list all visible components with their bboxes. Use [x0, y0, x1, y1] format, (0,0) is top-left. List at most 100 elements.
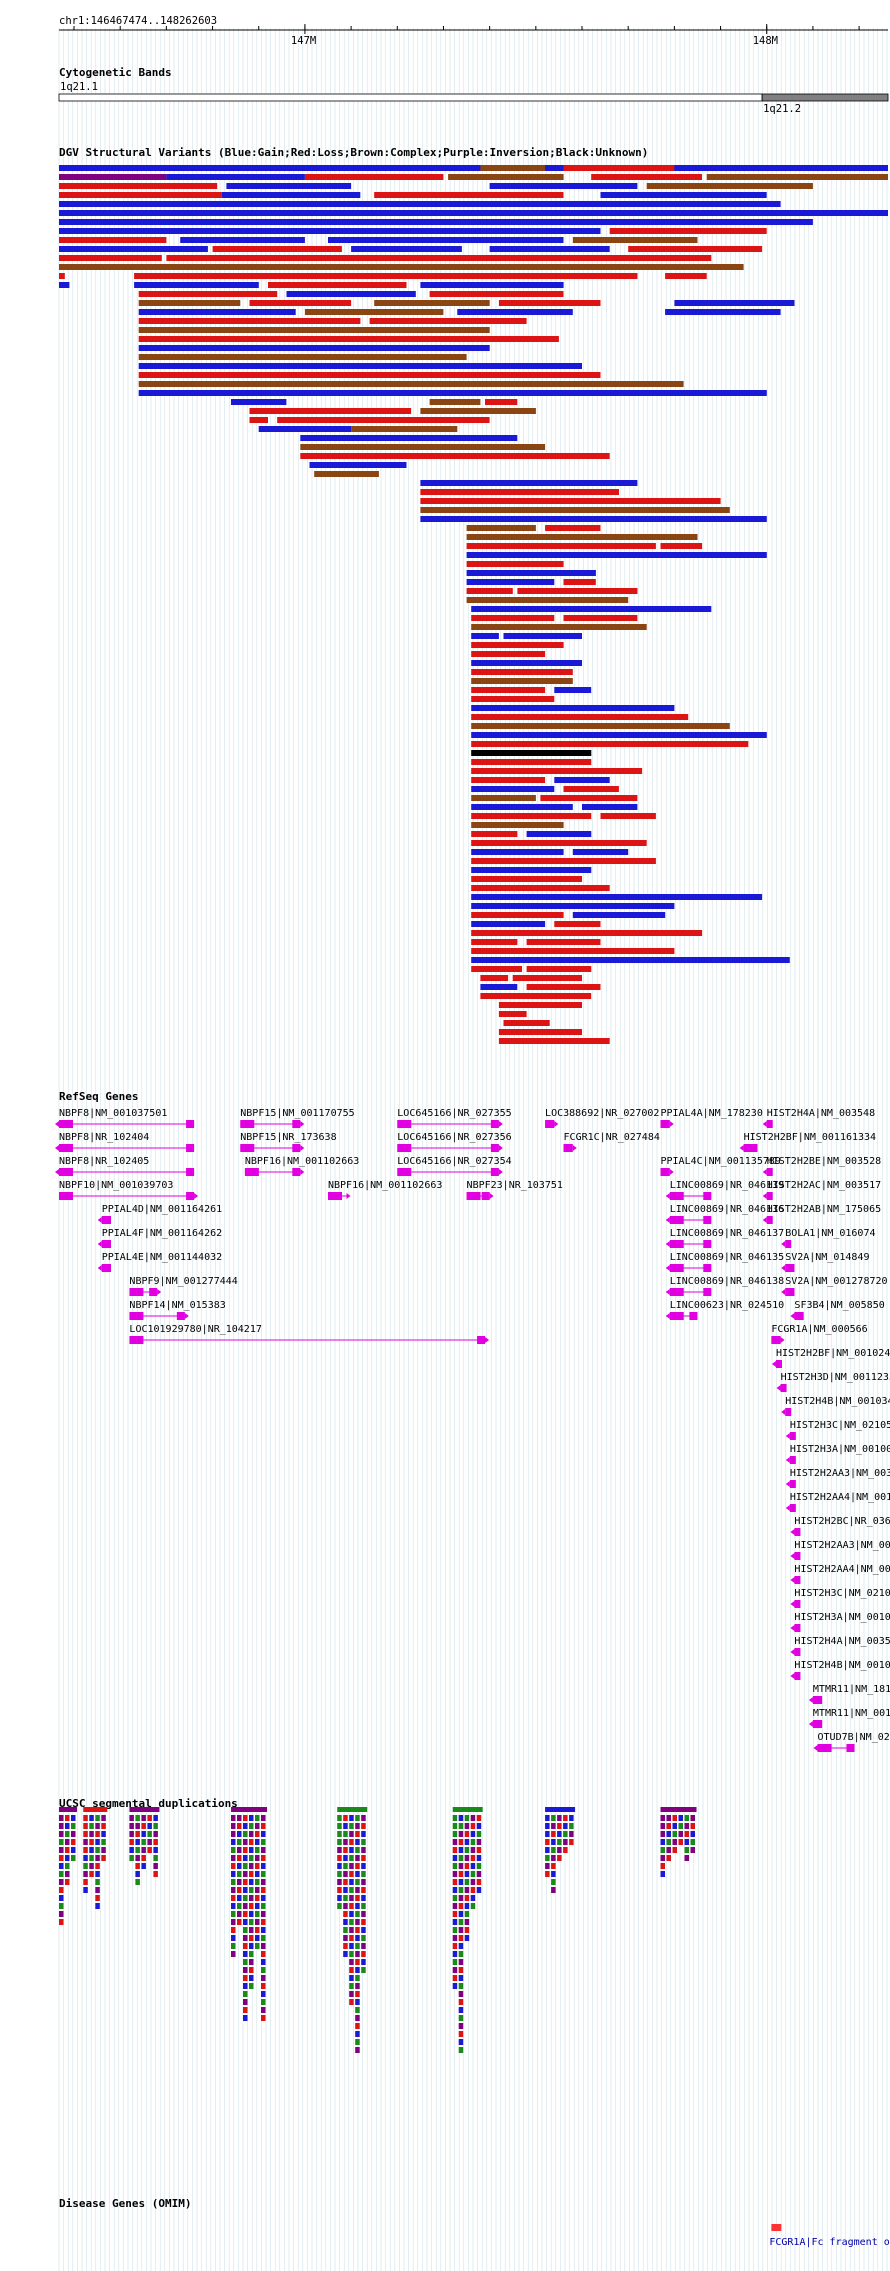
- dgv-variant: [471, 732, 767, 738]
- region-label: chr1:146467474..148262603: [59, 15, 217, 27]
- segdup-block: [672, 1839, 677, 1845]
- segdup-block: [355, 2047, 360, 2053]
- segdup-block: [660, 1839, 665, 1845]
- segdup-block: [153, 1839, 158, 1845]
- dgv-variant: [480, 984, 518, 990]
- gene-exon: [545, 1120, 555, 1128]
- segdup-block: [545, 1831, 550, 1837]
- dgv-variant: [572, 237, 698, 243]
- gene-exon: [176, 1312, 185, 1320]
- dgv-variant: [554, 777, 610, 783]
- segdup-block: [337, 1831, 342, 1837]
- gene-exon: [766, 1120, 773, 1128]
- segdup-block: [153, 1847, 158, 1853]
- segdup-block: [452, 1951, 458, 1957]
- segdups-track: [59, 1807, 697, 2053]
- segdup-block: [59, 1879, 64, 1885]
- segdup-block: [355, 1927, 360, 1933]
- segdup-block: [343, 1847, 348, 1853]
- dgv-variant: [674, 300, 795, 306]
- gene-strand-arrow: [669, 1169, 674, 1175]
- segdup-block: [361, 1959, 366, 1965]
- gene-label: NBPF8|NR_102405: [59, 1156, 149, 1167]
- segdup-block: [59, 1823, 64, 1829]
- segdup-block: [255, 1879, 260, 1885]
- segdup-block: [452, 1927, 458, 1933]
- segdup-block: [349, 1935, 354, 1941]
- gene-label: FCGR1C|NR_027484: [564, 1132, 660, 1143]
- segdups-title: UCSC segmental duplications: [59, 1797, 238, 1810]
- segdup-block: [255, 1903, 260, 1909]
- gene-exon: [794, 1672, 801, 1680]
- segdup-block: [660, 1863, 665, 1869]
- segdup-block: [337, 1823, 342, 1829]
- dgv-variant: [59, 165, 888, 171]
- segdup-block: [684, 1823, 689, 1829]
- segdup-block: [71, 1831, 76, 1837]
- segdup-block: [89, 1847, 94, 1853]
- gene-strand-arrow: [776, 1385, 781, 1391]
- gene-exon: [101, 1216, 111, 1224]
- segdup-block: [458, 1839, 464, 1845]
- dgv-variant: [471, 642, 564, 648]
- segdup-block: [464, 1927, 470, 1933]
- segdup-block: [361, 1863, 366, 1869]
- segdup-block: [458, 1967, 464, 1973]
- segdup-block: [452, 1815, 458, 1821]
- segdup-block: [231, 1887, 236, 1893]
- segdup-block: [261, 1879, 266, 1885]
- segdup-block: [684, 1847, 689, 1853]
- dgv-variant: [138, 390, 767, 396]
- segdup-block: [690, 1815, 695, 1821]
- segdup-block: [452, 1887, 458, 1893]
- dgv-variant: [480, 993, 592, 999]
- dgv-variant: [471, 786, 555, 792]
- gene-label: NBPF8|NM_001037501: [59, 1108, 167, 1119]
- segdup-block: [231, 1903, 236, 1909]
- segdup-block: [690, 1847, 695, 1853]
- dgv-variant: [517, 588, 638, 594]
- gene-exon: [812, 1696, 823, 1704]
- segdup-block: [65, 1823, 70, 1829]
- segdup-block: [343, 1911, 348, 1917]
- gene-label: LINC00869|NR_046139: [670, 1180, 784, 1191]
- gene-exon: [703, 1264, 712, 1272]
- segdup-block: [261, 1815, 266, 1821]
- gene-strand-arrow: [771, 1361, 776, 1367]
- segdup-block: [355, 1847, 360, 1853]
- gene-strand-arrow: [55, 1121, 59, 1127]
- segdup-block: [83, 1839, 88, 1845]
- segdup-block: [243, 1999, 248, 2005]
- dgv-variant: [466, 552, 767, 558]
- segdup-block: [361, 1839, 366, 1845]
- dgv-variant: [665, 273, 707, 279]
- gene-label: NBPF14|NM_015383: [129, 1300, 225, 1311]
- gene-label: NBPF10|NM_001039703: [59, 1180, 173, 1191]
- segdup-block: [349, 1847, 354, 1853]
- gene-strand-arrow: [485, 1337, 490, 1343]
- segdup-block: [361, 1943, 366, 1949]
- segdup-block: [343, 1871, 348, 1877]
- dgv-variant: [582, 804, 638, 810]
- segdup-block: [129, 1831, 134, 1837]
- dgv-variant: [226, 183, 352, 189]
- segdup-block: [660, 1871, 665, 1877]
- dgv-variant: [572, 849, 629, 855]
- segdup-block: [458, 1951, 464, 1957]
- segdup-block: [89, 1855, 94, 1861]
- dgv-variant: [212, 246, 342, 252]
- segdup-block: [458, 1991, 464, 1997]
- segdup-block: [337, 1863, 342, 1869]
- segdup-block: [255, 1871, 260, 1877]
- segdup-block: [261, 1855, 266, 1861]
- gene-strand-arrow: [785, 1457, 790, 1463]
- dgv-variant: [471, 831, 518, 837]
- dgv-variant: [471, 849, 564, 855]
- segdup-block: [343, 1943, 348, 1949]
- dgv-title: DGV Structural Variants (Blue:Gain;Red:L…: [59, 146, 648, 159]
- segdup-block: [147, 1831, 152, 1837]
- segdup-block: [243, 2015, 248, 2021]
- dgv-variant: [300, 444, 546, 450]
- segdup-block: [361, 1887, 366, 1893]
- cytoband: [761, 93, 889, 102]
